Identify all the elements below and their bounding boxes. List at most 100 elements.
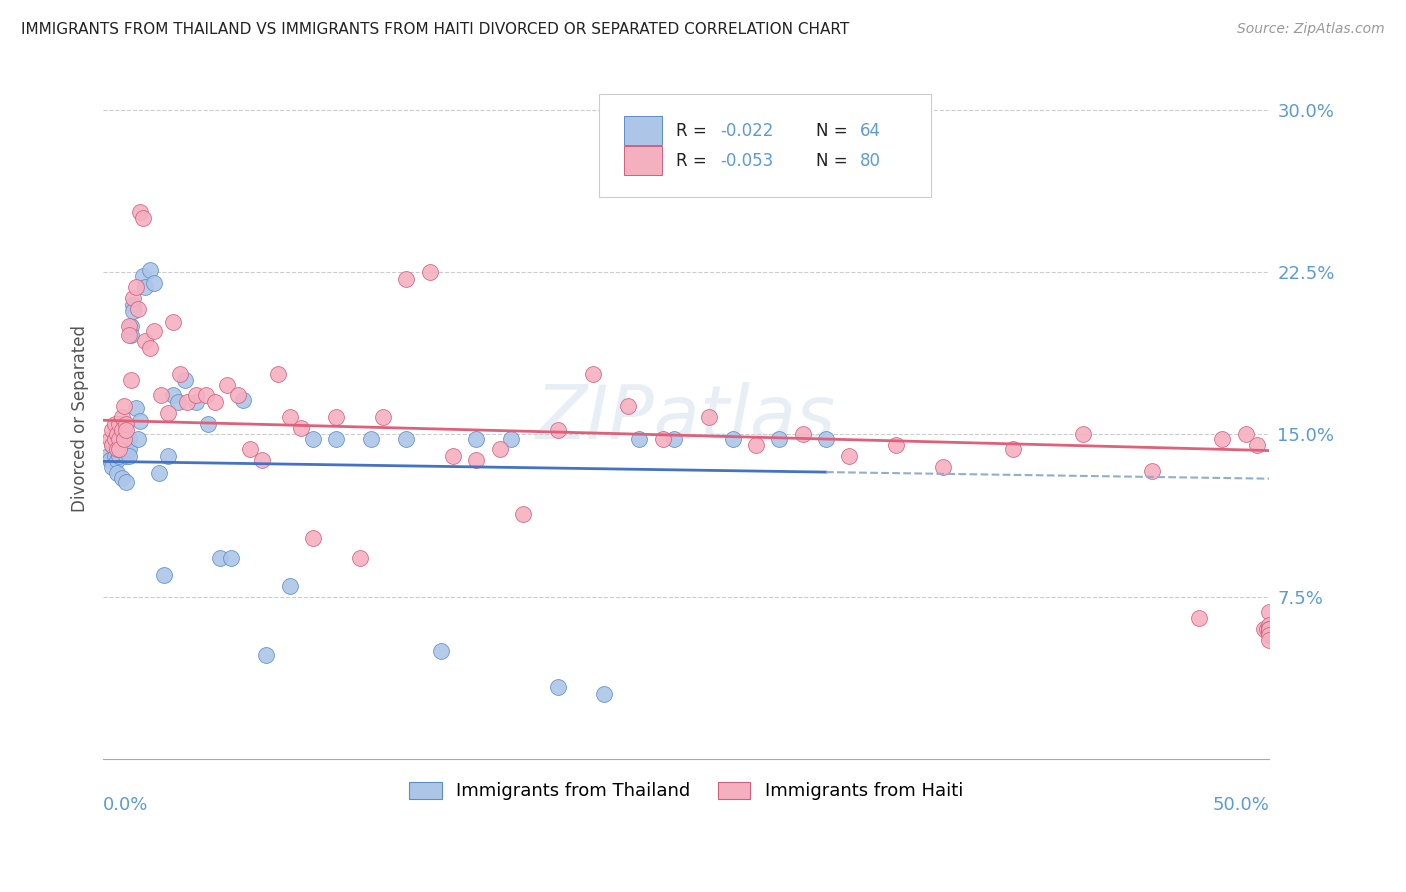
Point: [122, 291, 145, 305]
Point: [129, 414, 152, 428]
Point: [101, 438, 124, 452]
Point: [122, 297, 145, 311]
Point: [108, 417, 131, 431]
Point: [1258, 622, 1281, 636]
Point: [1253, 622, 1275, 636]
Point: [884, 438, 907, 452]
Point: [1258, 626, 1281, 640]
Point: [395, 271, 418, 285]
Point: [664, 432, 686, 446]
Text: ZIPatlas: ZIPatlas: [536, 382, 837, 454]
Point: [101, 423, 124, 437]
Point: [112, 432, 135, 446]
Point: [129, 204, 152, 219]
Point: [104, 442, 127, 457]
Point: [208, 550, 231, 565]
Point: [157, 406, 180, 420]
FancyBboxPatch shape: [599, 95, 931, 196]
Point: [157, 449, 180, 463]
Point: [1234, 427, 1257, 442]
Point: [1142, 464, 1164, 478]
Point: [628, 432, 651, 446]
Point: [441, 449, 464, 463]
Point: [349, 550, 371, 565]
Point: [112, 423, 135, 437]
Point: [547, 681, 569, 695]
Point: [721, 432, 744, 446]
Legend: Immigrants from Thailand, Immigrants from Haiti: Immigrants from Thailand, Immigrants fro…: [402, 774, 970, 807]
Point: [239, 442, 262, 457]
Point: [593, 687, 616, 701]
Text: R =: R =: [676, 121, 711, 139]
Text: -0.022: -0.022: [720, 121, 773, 139]
Point: [143, 324, 166, 338]
Point: [931, 459, 953, 474]
Point: [162, 315, 184, 329]
Point: [166, 395, 188, 409]
Point: [228, 388, 250, 402]
Point: [169, 367, 191, 381]
Point: [186, 388, 208, 402]
Point: [176, 395, 198, 409]
Point: [1258, 622, 1281, 636]
Point: [1256, 622, 1278, 636]
Point: [838, 449, 860, 463]
Point: [118, 432, 141, 446]
Point: [105, 442, 128, 457]
Point: [204, 395, 226, 409]
Point: [395, 432, 418, 446]
Point: [186, 395, 208, 409]
Point: [112, 438, 135, 452]
Point: [1071, 427, 1094, 442]
Point: [115, 475, 138, 489]
Point: [104, 432, 127, 446]
Point: [465, 432, 488, 446]
Point: [1258, 622, 1281, 636]
Point: [120, 327, 142, 342]
Point: [105, 453, 128, 467]
Point: [134, 334, 156, 349]
Point: [108, 449, 131, 463]
Text: 80: 80: [860, 152, 880, 169]
Point: [108, 427, 131, 442]
Point: [792, 427, 814, 442]
Point: [111, 470, 134, 484]
Point: [617, 399, 640, 413]
Point: [1258, 632, 1281, 647]
Point: [173, 373, 195, 387]
Point: [118, 319, 141, 334]
Point: [325, 432, 347, 446]
Point: [512, 508, 534, 522]
Point: [132, 211, 155, 225]
Point: [488, 442, 510, 457]
Point: [1001, 442, 1024, 457]
Point: [1258, 626, 1281, 640]
Point: [814, 432, 837, 446]
Point: [112, 432, 135, 446]
Point: [148, 467, 170, 481]
Point: [162, 388, 184, 402]
Point: [108, 438, 131, 452]
Point: [108, 442, 131, 457]
Point: [221, 550, 243, 565]
Point: [104, 432, 127, 446]
Point: [125, 401, 148, 416]
Point: [98, 432, 121, 446]
Point: [547, 423, 569, 437]
Point: [122, 304, 145, 318]
Point: [651, 432, 673, 446]
Point: [250, 453, 273, 467]
Point: [278, 410, 301, 425]
Point: [104, 449, 127, 463]
Point: [197, 417, 219, 431]
Point: [105, 467, 128, 481]
Text: N =: N =: [815, 121, 852, 139]
Point: [111, 432, 134, 446]
Point: [501, 432, 523, 446]
Text: 64: 64: [860, 121, 880, 139]
Point: [699, 410, 721, 425]
Point: [267, 367, 290, 381]
Point: [104, 417, 127, 431]
Point: [360, 432, 382, 446]
Point: [125, 280, 148, 294]
